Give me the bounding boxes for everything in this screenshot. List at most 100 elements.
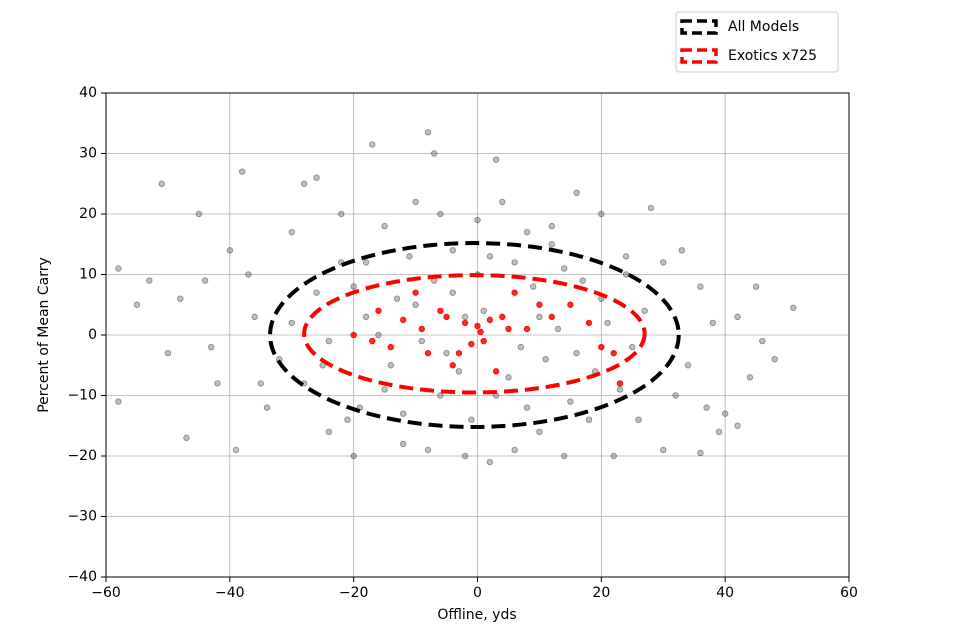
x-tick-label: 0 xyxy=(473,585,482,601)
y-tick-label: −30 xyxy=(67,509,97,525)
point xyxy=(523,404,531,411)
point xyxy=(486,253,494,260)
point xyxy=(697,283,704,290)
point xyxy=(480,307,487,314)
legend-label: All Models xyxy=(728,19,799,35)
point xyxy=(375,307,382,314)
marks xyxy=(115,129,797,466)
point xyxy=(300,180,308,187)
point xyxy=(344,416,351,423)
x-axis-label: Offline, yds xyxy=(437,607,516,623)
point xyxy=(517,343,525,351)
point xyxy=(474,322,481,330)
point xyxy=(381,386,388,393)
point xyxy=(369,141,376,148)
point xyxy=(486,458,494,466)
point xyxy=(629,343,636,351)
point xyxy=(325,337,333,345)
point xyxy=(313,174,320,181)
point xyxy=(406,253,413,260)
point xyxy=(350,283,357,290)
y-axis-label: Percent of Mean Carry xyxy=(36,257,52,413)
point xyxy=(505,374,512,381)
point xyxy=(455,349,463,357)
point xyxy=(443,313,450,321)
point xyxy=(461,319,469,327)
y-tick-label: 40 xyxy=(79,85,97,101)
point xyxy=(455,368,463,375)
point xyxy=(208,343,215,351)
point xyxy=(560,265,568,272)
point xyxy=(622,271,630,278)
y-tick-label: 30 xyxy=(79,146,97,162)
point xyxy=(548,222,555,230)
point xyxy=(523,325,531,333)
point xyxy=(257,380,264,387)
point xyxy=(437,392,444,399)
point xyxy=(585,319,593,327)
point xyxy=(437,210,444,218)
point xyxy=(461,452,469,460)
point xyxy=(245,271,252,278)
point xyxy=(263,404,271,411)
point xyxy=(697,449,704,457)
point xyxy=(115,265,122,272)
point xyxy=(660,259,667,266)
point xyxy=(554,325,562,333)
point xyxy=(548,313,555,321)
point xyxy=(492,368,500,375)
point xyxy=(536,301,543,308)
point xyxy=(598,210,605,218)
point xyxy=(660,446,667,454)
ellipse xyxy=(268,241,681,429)
point xyxy=(449,289,456,296)
point xyxy=(567,398,574,405)
point xyxy=(790,304,797,311)
point xyxy=(610,452,617,460)
point xyxy=(480,337,487,345)
point xyxy=(146,277,153,284)
point xyxy=(400,410,407,417)
point xyxy=(437,307,444,314)
y-tick-label: 20 xyxy=(79,206,97,222)
point xyxy=(400,440,407,448)
point xyxy=(715,428,723,435)
point xyxy=(381,222,388,230)
point xyxy=(393,295,401,302)
point xyxy=(635,416,642,423)
point xyxy=(338,210,345,218)
point xyxy=(567,301,574,308)
point xyxy=(232,446,240,454)
point xyxy=(239,168,246,175)
x-tick-label: 60 xyxy=(840,585,858,601)
point xyxy=(573,349,580,357)
point xyxy=(511,446,518,454)
point xyxy=(133,301,141,308)
point xyxy=(721,410,729,417)
y-tick-label: −40 xyxy=(67,569,97,585)
point xyxy=(511,289,518,296)
point xyxy=(468,340,475,348)
point xyxy=(734,422,741,429)
legend: All Models Exotics x725 xyxy=(680,19,817,64)
point xyxy=(418,337,425,345)
x-tick-label: −40 xyxy=(215,585,245,601)
point xyxy=(313,289,320,296)
point xyxy=(703,404,710,411)
point xyxy=(548,241,555,248)
point xyxy=(579,277,586,284)
point xyxy=(424,349,432,357)
point xyxy=(746,374,754,381)
point xyxy=(474,216,481,224)
point xyxy=(158,180,165,187)
legend-swatch xyxy=(680,48,718,64)
point xyxy=(183,434,190,442)
point xyxy=(362,313,370,321)
point xyxy=(542,356,549,363)
x-tick-label: −20 xyxy=(339,585,369,601)
point xyxy=(616,380,624,387)
point xyxy=(375,331,382,339)
point xyxy=(412,198,419,206)
